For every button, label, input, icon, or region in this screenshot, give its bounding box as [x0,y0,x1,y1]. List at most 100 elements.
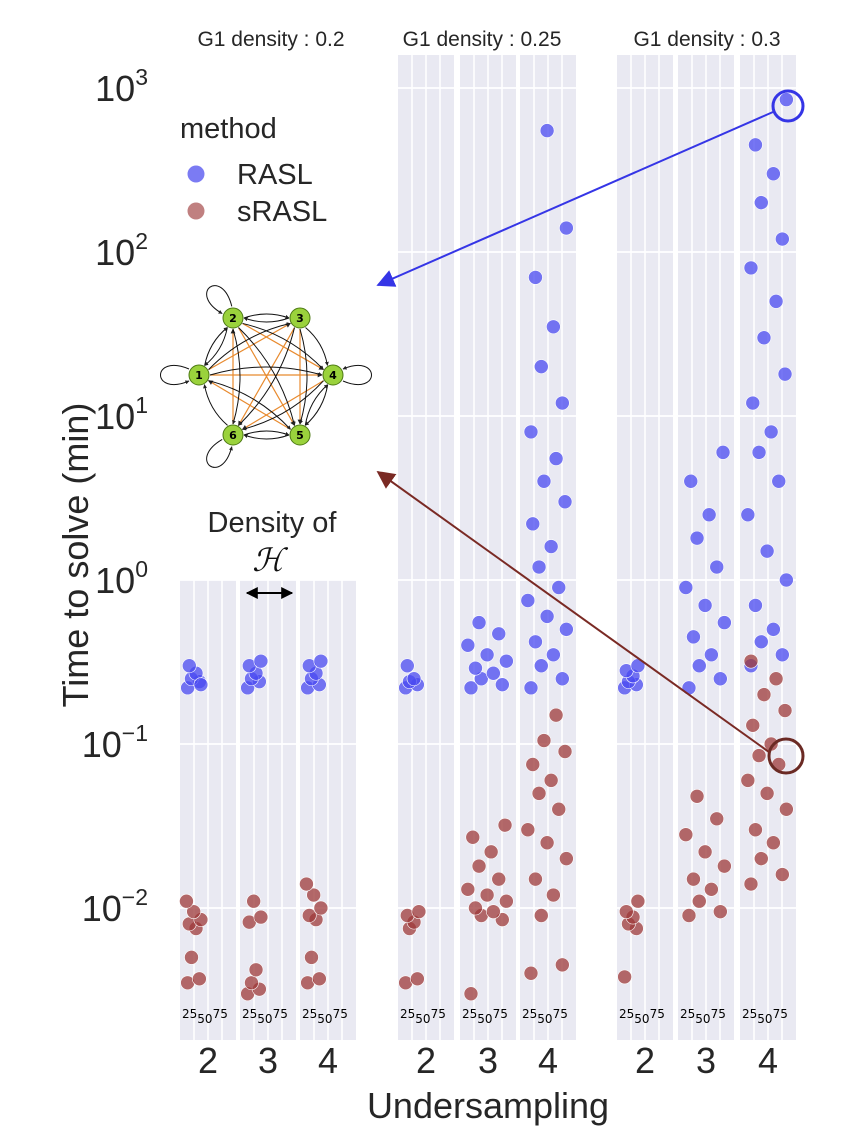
point-rasl-p1-u2-4 [181,658,197,674]
point-rasl-p3-u4-1 [775,647,790,663]
point-srasl-p3-u3-8 [709,811,725,827]
density-tick-labels-p1-2: 255075 [302,1007,348,1026]
point-srasl-p3-u4-4 [748,822,763,838]
inset-edge-11 [232,328,241,425]
inset-edge-10 [238,327,296,426]
point-srasl-p3-u3-1 [713,904,728,919]
point-rasl-p3-u4-18 [766,166,781,182]
point-rasl-p3-u4-9 [751,445,767,460]
point-srasl-p3-u3-4 [686,871,701,887]
point-srasl-p2-u4-4 [528,871,543,887]
point-rasl-p2-u4-2 [533,658,549,674]
point-srasl-p2-u4-12 [557,744,573,759]
inset-edge-7 [209,366,323,376]
inset-node-1 [188,364,210,386]
y-axis-label: Time to solve (min) [55,403,96,708]
point-rasl-p2-u2-3 [406,671,422,687]
point-srasl-p2-u4-6 [539,835,555,851]
inset-graph: 1 2 3 4 5 6 [160,285,372,468]
point-rasl-p2-u4-5 [559,622,574,637]
point-srasl-p2-u4-2 [533,908,549,923]
y-axis-ticks: 10−2 10−1 100 101 102 103 [82,64,148,929]
point-srasl-p2-u3-7 [460,882,476,897]
point-srasl-p1-u3-2 [244,975,259,991]
inset-node-6 [222,424,244,446]
highlight-circle-srasl [767,737,805,775]
inset-node-label-4: 4 [329,369,337,382]
point-rasl-p3-u3-7 [678,580,694,595]
point-srasl-p2-u4-11 [525,757,541,772]
point-srasl-p3-u3-7 [678,827,694,842]
highlight-circle-rasl [771,89,805,123]
point-rasl-p2-u3-4 [468,660,483,676]
x-tick-label-p1-2: 4 [318,1040,338,1081]
inset-self-loop-2 [206,285,233,315]
point-rasl-p3-u3-0 [681,680,697,696]
point-rasl-p2-u3-0 [463,680,479,696]
point-srasl-p1-u4-7 [299,876,314,892]
point-srasl-p3-u4-5 [779,801,794,817]
inset-edge-16 [243,317,290,323]
point-srasl-p2-u2-1 [410,971,425,987]
inset-edge-9 [242,322,324,370]
point-srasl-p2-u4-1 [555,957,570,973]
point-srasl-p3-u4-11 [745,718,761,733]
y-tick-label-1: 10−1 [82,720,148,765]
x-tick-label-p1-0: 2 [198,1040,218,1081]
legend-label-rasl: RASL [237,159,313,191]
x-tick-label-p2-0: 2 [416,1040,436,1081]
point-rasl-p1-u4-5 [313,653,329,669]
point-rasl-p3-u3-11 [683,473,699,489]
point-rasl-p2-u4-12 [557,494,573,510]
point-rasl-p3-u3-6 [697,598,713,613]
point-srasl-p1-u4-4 [301,908,317,923]
point-srasl-p2-u4-3 [546,887,561,903]
point-rasl-p2-u3-9 [471,615,487,630]
point-rasl-p2-u3-6 [479,647,495,663]
point-rasl-p2-u4-19 [528,270,543,285]
inset-edge-6 [208,322,291,370]
point-srasl-p3-u4-15 [743,653,759,669]
point-rasl-p3-u4-10 [763,424,779,440]
point-rasl-p2-u4-11 [525,516,541,532]
density-tick-labels-p3-0: 255075 [619,1007,665,1026]
x-tick-label-p2-1: 3 [478,1040,498,1081]
point-rasl-p3-u3-1 [713,671,728,687]
point-rasl-p3-u4-13 [756,330,772,346]
x-tick-label-p3-2: 4 [758,1040,778,1081]
point-srasl-p3-u4-12 [777,703,793,718]
point-srasl-p2-u4-5 [559,851,574,866]
point-srasl-p3-u4-6 [759,786,775,801]
point-rasl-p2-u4-8 [551,580,567,595]
point-rasl-p1-u2-5 [193,677,209,692]
point-rasl-p3-u4-20 [779,92,794,107]
density-tick-labels-p2-1: 255075 [462,1007,508,1026]
point-rasl-p3-u4-6 [759,543,775,559]
point-srasl-p2-u4-7 [520,822,536,838]
point-srasl-p3-u4-13 [756,687,772,702]
point-srasl-p1-u3-3 [248,962,264,978]
point-rasl-p3-u4-3 [766,622,781,637]
inset-edge-12 [299,328,308,425]
legend-title: method [180,113,277,145]
point-rasl-p3-u4-2 [753,634,769,650]
point-srasl-p1-u3-6 [246,893,261,909]
inset-edge-2 [305,327,329,366]
point-rasl-p3-u4-8 [771,473,787,489]
point-srasl-p2-u3-9 [471,858,487,874]
arrow-srasl-to-graph [376,470,770,753]
point-srasl-p2-u3-3 [486,904,501,919]
point-rasl-p3-u4-15 [743,260,759,276]
panel-title-3: G1 density : 0.3 [633,28,780,51]
y-tick-label-3: 101 [95,392,148,437]
point-srasl-p1-u4-1 [312,971,327,987]
point-rasl-p2-u3-5 [499,653,514,669]
point-srasl-p1-u4-2 [304,950,319,965]
point-srasl-p2-u3-12 [497,817,513,833]
point-rasl-p2-u4-7 [520,593,536,608]
density-ticks: 255075 255075 255075 255075 255075 255075 2550… [182,1007,788,1026]
group-bg-p1-u3 [240,579,296,1040]
point-srasl-p2-u2-5 [411,904,427,919]
